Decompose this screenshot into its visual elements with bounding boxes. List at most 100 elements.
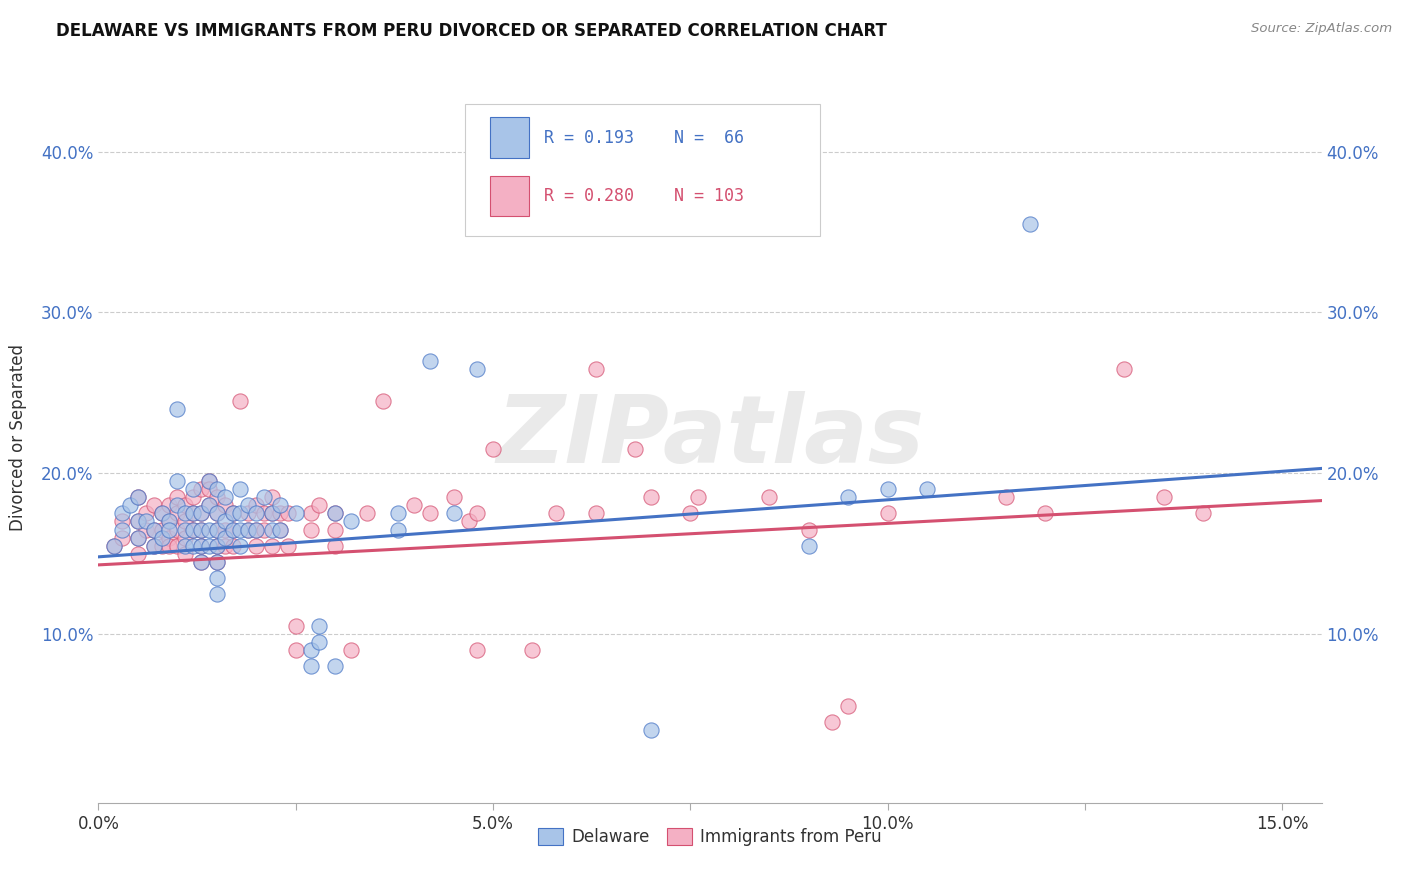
Point xyxy=(127,531,149,545)
Point xyxy=(308,635,330,649)
Point xyxy=(465,361,488,376)
Point xyxy=(150,531,173,545)
Point xyxy=(135,507,157,521)
Point xyxy=(308,499,330,513)
Point xyxy=(238,523,260,537)
Point xyxy=(181,507,204,521)
Point xyxy=(260,491,283,505)
Point xyxy=(585,361,607,376)
Point xyxy=(277,539,299,553)
Point xyxy=(150,539,173,553)
Point xyxy=(205,507,228,521)
Point xyxy=(166,507,188,521)
Point xyxy=(190,539,212,553)
Point xyxy=(688,491,710,505)
Point xyxy=(221,539,243,553)
Point xyxy=(205,539,228,553)
Point xyxy=(127,515,149,529)
Point xyxy=(323,539,346,553)
Point xyxy=(245,499,267,513)
Point xyxy=(482,442,505,457)
Point xyxy=(443,507,465,521)
Point xyxy=(876,483,898,497)
Point xyxy=(253,491,276,505)
Point xyxy=(142,523,165,537)
Point xyxy=(356,507,378,521)
Point xyxy=(127,515,149,529)
Legend: Delaware, Immigrants from Peru: Delaware, Immigrants from Peru xyxy=(531,822,889,853)
Point xyxy=(238,499,260,513)
Point xyxy=(821,715,844,730)
Point xyxy=(118,499,141,513)
Bar xyxy=(489,176,529,216)
Point xyxy=(159,499,181,513)
Point xyxy=(371,393,394,408)
Point xyxy=(546,507,568,521)
Point xyxy=(679,507,702,521)
Point xyxy=(205,507,228,521)
Point xyxy=(127,491,149,505)
Point xyxy=(323,659,346,673)
Point xyxy=(181,523,204,537)
Point xyxy=(253,523,276,537)
Point xyxy=(111,531,134,545)
Point xyxy=(522,643,544,657)
Point xyxy=(797,539,820,553)
Point xyxy=(150,523,173,537)
Point xyxy=(269,523,291,537)
Point xyxy=(127,547,149,561)
Point xyxy=(1153,491,1175,505)
Point xyxy=(229,539,252,553)
Point xyxy=(127,491,149,505)
Point xyxy=(190,507,212,521)
Point xyxy=(245,507,267,521)
Point xyxy=(284,507,307,521)
Point xyxy=(1035,507,1057,521)
Point xyxy=(174,499,197,513)
Point xyxy=(229,393,252,408)
FancyBboxPatch shape xyxy=(465,104,820,235)
Point xyxy=(142,523,165,537)
Point xyxy=(301,523,323,537)
Point xyxy=(301,507,323,521)
Point xyxy=(323,507,346,521)
Text: R = 0.280    N = 103: R = 0.280 N = 103 xyxy=(544,187,744,205)
Point xyxy=(245,539,267,553)
Point xyxy=(301,659,323,673)
Point xyxy=(166,491,188,505)
Point xyxy=(127,531,149,545)
Point xyxy=(181,523,204,537)
Point xyxy=(166,475,188,489)
Point xyxy=(238,523,260,537)
Point xyxy=(269,499,291,513)
Point xyxy=(174,507,197,521)
Point xyxy=(269,507,291,521)
Point xyxy=(260,507,283,521)
Point xyxy=(190,539,212,553)
Point xyxy=(229,483,252,497)
Point xyxy=(229,507,252,521)
Point xyxy=(198,475,221,489)
Point xyxy=(340,643,363,657)
Point xyxy=(174,515,197,529)
Point xyxy=(214,491,236,505)
Point xyxy=(269,523,291,537)
Text: DELAWARE VS IMMIGRANTS FROM PERU DIVORCED OR SEPARATED CORRELATION CHART: DELAWARE VS IMMIGRANTS FROM PERU DIVORCE… xyxy=(56,22,887,40)
Point xyxy=(221,507,243,521)
Point xyxy=(404,499,426,513)
Point xyxy=(190,523,212,537)
Point xyxy=(198,523,221,537)
Point xyxy=(174,547,197,561)
Point xyxy=(159,515,181,529)
Point xyxy=(190,507,212,521)
Point xyxy=(229,523,252,537)
Point xyxy=(277,507,299,521)
Point xyxy=(150,507,173,521)
Point xyxy=(174,523,197,537)
Point xyxy=(159,515,181,529)
Point xyxy=(190,555,212,569)
Point xyxy=(214,539,236,553)
Point xyxy=(260,523,283,537)
Point xyxy=(111,515,134,529)
Point xyxy=(181,507,204,521)
